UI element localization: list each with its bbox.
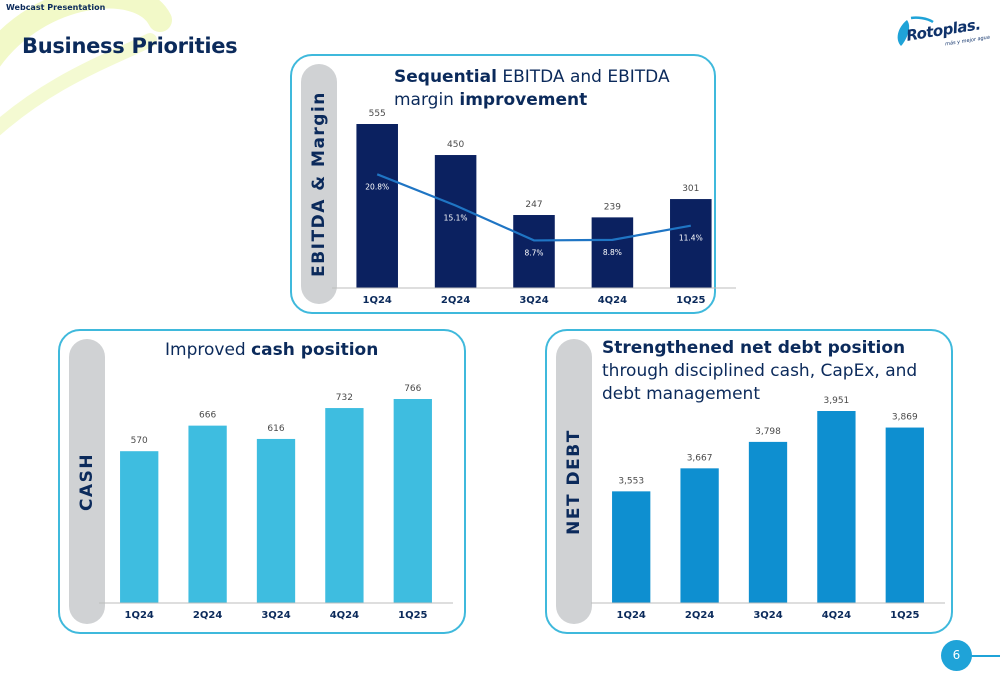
net-debt-chart: 3,553 1Q24 3,667 2Q24 3,798 3Q24 3,951 4Q24 3,86… [591, 396, 945, 621]
net-debt-side-label: NET DEBT [564, 428, 584, 535]
ebitda-margin-label: 20.8% [365, 182, 389, 191]
ebitda-data-label: 555 [369, 109, 386, 119]
ebitda-bar-1Q24 [356, 124, 398, 288]
ebitda-bar-3Q24 [513, 215, 555, 288]
net-debt-bar-1Q24 [612, 491, 651, 603]
ebitda-chart-title: Sequential EBITDA and EBITDA margin impr… [394, 67, 670, 110]
cash-x-tick-label: 4Q24 [330, 610, 359, 621]
ebitda-bar-1Q25 [670, 199, 712, 288]
net-debt-bar-3Q24 [748, 441, 788, 603]
ebitda-margin-line [376, 173, 691, 242]
ebitda-data-label: 301 [682, 184, 699, 194]
ebitda-x-tick-label: 4Q24 [598, 295, 627, 306]
net-debt-x-tick-label: 3Q24 [753, 610, 782, 621]
ebitda-panel: EBITDA & Margin Sequential EBITDA and EB… [290, 54, 736, 314]
net-debt-side-bar: NET DEBT [556, 339, 592, 624]
cash-data-label: 616 [267, 424, 284, 434]
net-debt-chart-title: Strengthened net debt position through d… [602, 338, 918, 404]
ebitda-chart: 555 1Q24 450 2Q24 247 3Q24 239 4Q24 301 1Q25 20.8%… [332, 109, 736, 306]
ebitda-data-label: 247 [525, 200, 542, 210]
cash-side-bar: CASH [69, 339, 105, 624]
cash-data-label: 666 [199, 411, 216, 421]
ebitda-margin-label: 8.7% [524, 248, 543, 257]
net-debt-bar-1Q25 [885, 427, 924, 603]
cash-bar-1Q25 [393, 399, 432, 603]
ebitda-margin-label: 15.1% [444, 213, 468, 222]
cash-side-label: CASH [77, 452, 97, 511]
cash-x-tick-label: 1Q25 [398, 610, 427, 621]
ebitda-x-tick-label: 2Q24 [441, 295, 470, 306]
cash-x-tick-label: 3Q24 [261, 610, 290, 621]
net-debt-x-tick-label: 4Q24 [822, 610, 851, 621]
net-debt-x-tick-label: 1Q24 [617, 610, 646, 621]
ebitda-side-label: EBITDA & Margin [309, 91, 329, 277]
net-debt-panel: NET DEBT Strengthened net debt position … [545, 329, 953, 634]
ebitda-side-bar: EBITDA & Margin [301, 64, 337, 304]
cash-bar-2Q24 [188, 425, 227, 603]
net-debt-bar-4Q24 [817, 411, 856, 603]
net-debt-x-tick-label: 2Q24 [685, 610, 714, 621]
cash-panel: CASH Improved cash position 570 1Q24 666 2Q… [58, 329, 466, 634]
ebitda-bar-2Q24 [434, 155, 477, 288]
cash-bar-4Q24 [325, 408, 364, 603]
ebitda-margin-label: 11.4% [679, 234, 703, 243]
cash-x-tick-label: 1Q24 [125, 610, 154, 621]
ebitda-x-tick-label: 1Q24 [363, 295, 392, 306]
cash-bar-1Q24 [120, 451, 159, 603]
net-debt-data-label: 3,869 [892, 413, 918, 423]
ebitda-data-label: 239 [604, 202, 621, 212]
cash-x-tick-label: 2Q24 [193, 610, 222, 621]
net-debt-data-label: 3,798 [755, 427, 781, 437]
page-number: 6 [941, 640, 972, 671]
ebitda-bar-4Q24 [591, 217, 634, 288]
cash-bar-3Q24 [256, 438, 296, 603]
presentation-label: Webcast Presentation [6, 3, 106, 12]
net-debt-data-label: 3,553 [618, 476, 644, 486]
ebitda-data-label: 450 [447, 140, 464, 150]
page-number-line [970, 655, 1000, 657]
logo-drop-icon [897, 16, 934, 46]
cash-data-label: 766 [404, 384, 421, 394]
ebitda-margin-label: 8.8% [603, 248, 622, 257]
net-debt-data-label: 3,667 [687, 453, 713, 463]
cash-chart: 570 1Q24 666 2Q24 616 3Q24 732 4Q24 766 1Q25 [99, 384, 453, 621]
net-debt-data-label: 3,951 [824, 396, 850, 406]
cash-chart-title: Improved cash position [165, 340, 379, 360]
net-debt-x-tick-label: 1Q25 [890, 610, 919, 621]
ebitda-x-tick-label: 1Q25 [676, 295, 705, 306]
ebitda-x-tick-label: 3Q24 [519, 295, 548, 306]
page-title: Business Priorities [22, 34, 238, 58]
cash-data-label: 732 [336, 393, 353, 403]
rotoplas-logo: Rotoplas. más y mejor agua [893, 14, 993, 58]
net-debt-bar-2Q24 [680, 468, 719, 603]
decorative-swoosh [0, 0, 172, 136]
cash-data-label: 570 [131, 436, 148, 446]
